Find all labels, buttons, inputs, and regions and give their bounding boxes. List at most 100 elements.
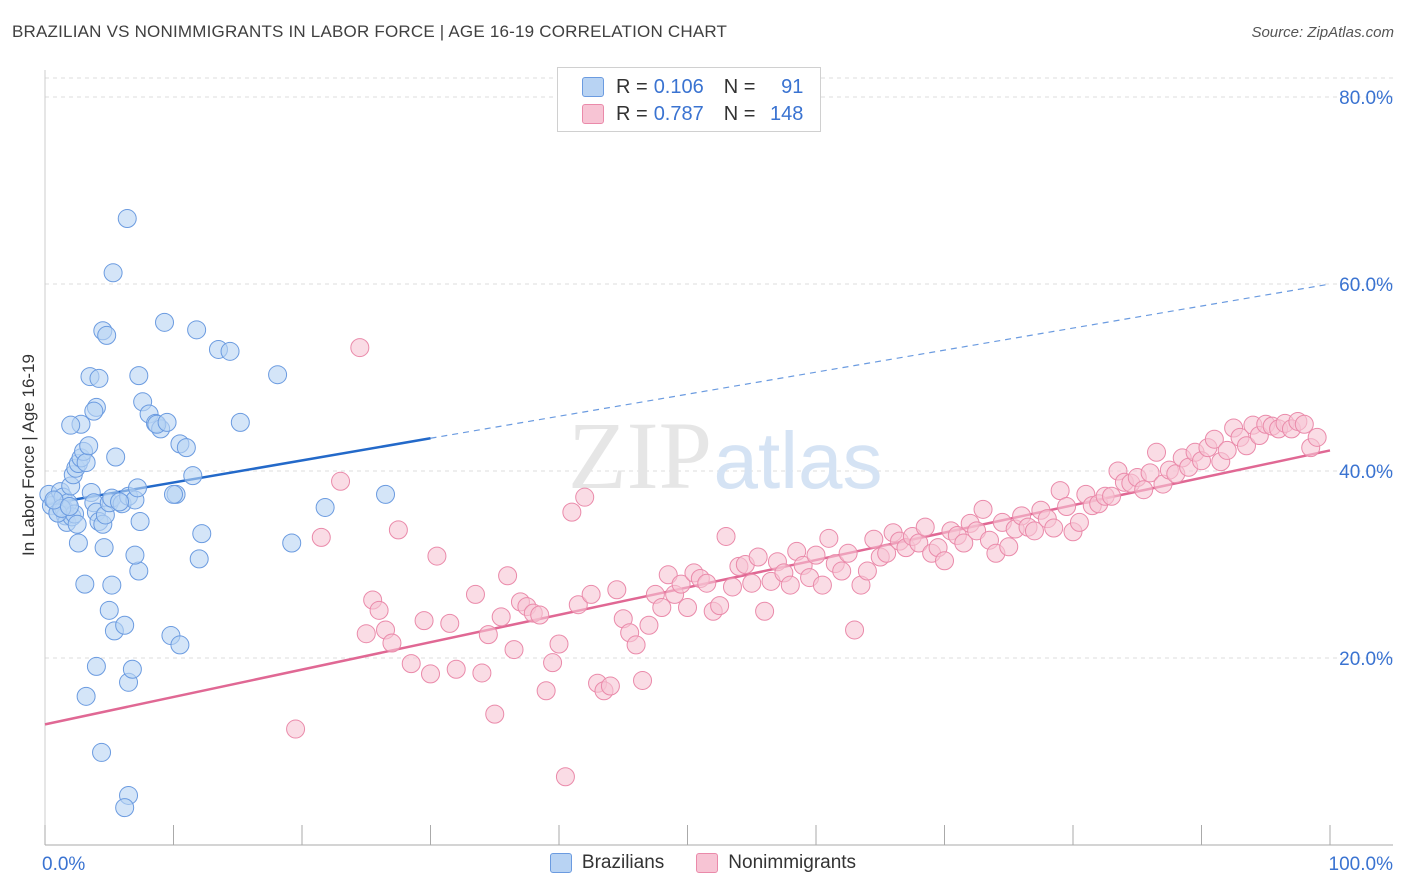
point-brazilians (122, 659, 142, 679)
legend-series: Brazilians Nonimmigrants (0, 852, 1406, 874)
point-nonimmigrants (350, 338, 370, 358)
point-nonimmigrants (812, 575, 832, 595)
point-nonimmigrants (543, 653, 563, 673)
point-brazilians (61, 415, 81, 435)
point-brazilians (67, 514, 87, 534)
legend-swatch-blue (549, 853, 572, 873)
point-brazilians (155, 312, 175, 332)
point-brazilians (79, 436, 99, 456)
point-nonimmigrants (671, 574, 691, 594)
r-value: 0.106 (653, 75, 704, 98)
legend-label: Brazilians (581, 852, 665, 873)
point-nonimmigrants (446, 659, 466, 679)
point-nonimmigrants (504, 640, 524, 660)
point-nonimmigrants (652, 598, 672, 618)
point-nonimmigrants (742, 573, 762, 593)
point-nonimmigrants (388, 520, 408, 540)
n-value: 148 (770, 102, 804, 125)
point-nonimmigrants (555, 767, 575, 787)
point-nonimmigrants (633, 670, 653, 690)
r-label: R = (616, 102, 648, 125)
point-nonimmigrants (780, 575, 800, 595)
point-nonimmigrants (697, 573, 717, 593)
y-tick-label: 60.0% (1339, 275, 1393, 296)
n-label: N = (723, 102, 756, 125)
point-nonimmigrants (967, 521, 987, 541)
legend-label: Nonimmigrants (728, 852, 857, 873)
point-nonimmigrants (857, 561, 877, 581)
point-nonimmigrants (607, 580, 627, 600)
point-nonimmigrants (421, 664, 440, 684)
point-nonimmigrants (581, 584, 601, 604)
point-nonimmigrants (414, 611, 434, 631)
legend-swatch-blue (582, 77, 604, 97)
point-nonimmigrants (382, 633, 402, 653)
point-brazilians (129, 561, 149, 581)
point-nonimmigrants (1024, 521, 1044, 541)
point-nonimmigrants (427, 546, 447, 566)
point-brazilians (103, 263, 123, 283)
point-brazilians (97, 325, 117, 345)
point-nonimmigrants (369, 600, 389, 620)
y-tick-label: 20.0% (1339, 649, 1393, 670)
point-brazilians (230, 412, 250, 432)
point-brazilians (282, 533, 302, 553)
legend-swatch-pink (582, 104, 604, 124)
point-nonimmigrants (1307, 427, 1327, 447)
point-nonimmigrants (1102, 486, 1122, 506)
point-nonimmigrants (722, 577, 742, 597)
point-nonimmigrants (491, 607, 511, 627)
point-nonimmigrants (864, 529, 884, 549)
point-brazilians (115, 798, 135, 818)
n-label: N = (723, 75, 756, 98)
point-nonimmigrants (1134, 480, 1154, 500)
point-nonimmigrants (678, 598, 697, 618)
point-nonimmigrants (485, 704, 505, 724)
point-nonimmigrants (877, 543, 897, 563)
axes (44, 70, 1393, 846)
point-brazilians (183, 466, 203, 486)
legend-stats-row-nonimmigrants: R = 0.787 N = 148 (582, 101, 803, 127)
point-nonimmigrants (639, 615, 659, 635)
r-label: R = (616, 75, 648, 98)
point-nonimmigrants (1217, 440, 1237, 460)
point-nonimmigrants (1294, 414, 1314, 434)
n-value: 91 (781, 75, 804, 98)
grid-lines (45, 77, 1393, 659)
point-nonimmigrants (1236, 436, 1256, 456)
point-nonimmigrants (600, 676, 620, 696)
point-brazilians (99, 600, 119, 620)
point-brazilians (84, 401, 104, 421)
point-nonimmigrants (710, 596, 730, 616)
point-nonimmigrants (465, 584, 485, 604)
point-nonimmigrants (498, 566, 518, 586)
point-brazilians (268, 365, 288, 385)
point-nonimmigrants (562, 502, 582, 522)
point-nonimmigrants (1057, 497, 1077, 517)
point-brazilians (68, 533, 88, 553)
point-brazilians (176, 438, 196, 458)
point-brazilians (129, 366, 149, 386)
point-nonimmigrants (954, 533, 974, 553)
point-nonimmigrants (331, 471, 351, 491)
legend-item-nonimmigrants[interactable]: Nonimmigrants (696, 852, 856, 874)
point-brazilians (110, 492, 130, 512)
point-nonimmigrants (1204, 429, 1224, 449)
point-brazilians (106, 447, 126, 467)
r-value: 0.787 (653, 102, 704, 125)
point-brazilians (89, 368, 109, 388)
legend-stats-row-brazilians: R = 0.106 N = 91 (582, 74, 803, 100)
point-nonimmigrants (973, 499, 993, 519)
point-nonimmigrants (530, 605, 550, 625)
point-brazilians (187, 320, 207, 340)
point-brazilians (192, 524, 212, 544)
point-nonimmigrants (1069, 512, 1089, 532)
point-nonimmigrants (356, 624, 376, 644)
point-brazilians (94, 538, 114, 558)
watermark-atlas: atlas (714, 416, 883, 505)
legend-item-brazilians[interactable]: Brazilians (549, 852, 665, 874)
point-nonimmigrants (716, 526, 736, 546)
point-brazilians (220, 341, 240, 361)
point-brazilians (189, 549, 209, 569)
